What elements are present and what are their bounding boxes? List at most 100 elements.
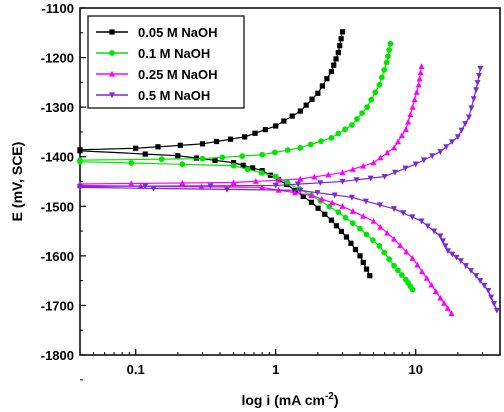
data-point xyxy=(328,68,335,75)
data-point xyxy=(77,158,83,165)
legend-label: 0.5 M NaOH xyxy=(138,88,210,103)
data-point xyxy=(417,69,424,76)
data-point xyxy=(297,175,304,182)
data-point xyxy=(402,165,409,172)
data-point xyxy=(381,173,388,180)
x-tick-label: 0.1 xyxy=(127,362,145,377)
data-point xyxy=(109,50,115,56)
data-point xyxy=(354,116,360,122)
data-point xyxy=(432,288,439,294)
data-point xyxy=(230,160,237,166)
data-point xyxy=(364,104,371,111)
data-point xyxy=(377,223,384,230)
data-point xyxy=(273,123,279,129)
data-point xyxy=(177,142,183,148)
data-point xyxy=(318,195,325,202)
data-point xyxy=(405,118,412,125)
data-point xyxy=(468,105,475,112)
data-point xyxy=(419,268,426,275)
data-point xyxy=(428,281,435,288)
data-point xyxy=(477,278,484,284)
data-point xyxy=(109,29,115,35)
axis-layer: -1100 -1200 -1300 -1400 -1500 -1600 -1700 -1800… xyxy=(41,1,484,381)
x-tick-label: 10 xyxy=(408,362,422,377)
data-point xyxy=(437,294,444,301)
data-point xyxy=(303,102,309,108)
data-point xyxy=(155,144,161,150)
data-point xyxy=(453,254,460,261)
series-square xyxy=(77,29,373,279)
data-point xyxy=(437,149,444,155)
data-point xyxy=(230,179,237,186)
data-point xyxy=(339,169,346,176)
data-point xyxy=(420,157,427,164)
data-point xyxy=(387,40,394,47)
data-point xyxy=(150,185,157,192)
data-point xyxy=(368,96,375,103)
data-point xyxy=(319,83,325,89)
data-point xyxy=(272,173,279,180)
data-point xyxy=(212,157,218,163)
data-point xyxy=(412,161,419,168)
data-point xyxy=(392,169,399,176)
data-point xyxy=(307,141,314,148)
y-tick-label: -1300 xyxy=(41,100,74,115)
data-point xyxy=(324,76,330,82)
data-point xyxy=(328,217,335,223)
data-point xyxy=(348,122,355,128)
data-point xyxy=(470,96,477,103)
data-point xyxy=(252,130,258,136)
legend-label: 0.05 M NaOH xyxy=(138,25,217,40)
data-point xyxy=(391,235,398,242)
data-point xyxy=(465,114,472,121)
data-point xyxy=(370,159,377,166)
data-point xyxy=(474,80,481,86)
data-point xyxy=(437,233,444,240)
data-point xyxy=(367,175,374,182)
data-point xyxy=(370,237,376,244)
data-point xyxy=(339,29,346,35)
data-point xyxy=(252,178,259,184)
data-point xyxy=(335,50,341,56)
y-tick-label: -1400 xyxy=(41,150,74,165)
data-point xyxy=(381,67,388,73)
data-point xyxy=(230,162,237,169)
data-point xyxy=(409,255,416,261)
data-point xyxy=(395,267,401,274)
data-point xyxy=(429,153,436,160)
data-point xyxy=(394,138,401,145)
data-point xyxy=(431,228,438,235)
data-point xyxy=(439,238,446,245)
data-point xyxy=(314,190,321,196)
data-point xyxy=(198,183,205,190)
series-layer xyxy=(77,29,500,316)
data-point xyxy=(292,189,299,196)
data-point xyxy=(258,170,265,176)
data-point xyxy=(424,223,431,230)
data-point xyxy=(339,178,346,185)
data-point xyxy=(109,92,115,99)
cathodic-branch-line xyxy=(79,161,414,290)
data-point xyxy=(353,177,360,184)
data-point xyxy=(315,205,321,211)
y-tick-label: -1500 xyxy=(41,199,74,214)
data-point xyxy=(342,214,349,221)
y-tick-label: -1200 xyxy=(41,51,74,66)
data-point xyxy=(357,253,363,259)
data-point xyxy=(297,108,303,114)
data-point xyxy=(468,268,475,274)
x-axis-title-main: log i (mA cm xyxy=(241,392,325,408)
data-point xyxy=(128,180,135,187)
data-point xyxy=(342,126,348,133)
data-point xyxy=(391,144,398,151)
data-point xyxy=(228,136,234,142)
data-point xyxy=(416,75,423,82)
data-point xyxy=(376,243,383,249)
data-point xyxy=(403,248,410,255)
data-point xyxy=(409,214,416,221)
anodic-branch-line xyxy=(79,31,344,151)
series-triangle-up xyxy=(77,63,455,316)
data-point xyxy=(142,183,149,190)
x-axis-title-close: ) xyxy=(334,392,339,408)
